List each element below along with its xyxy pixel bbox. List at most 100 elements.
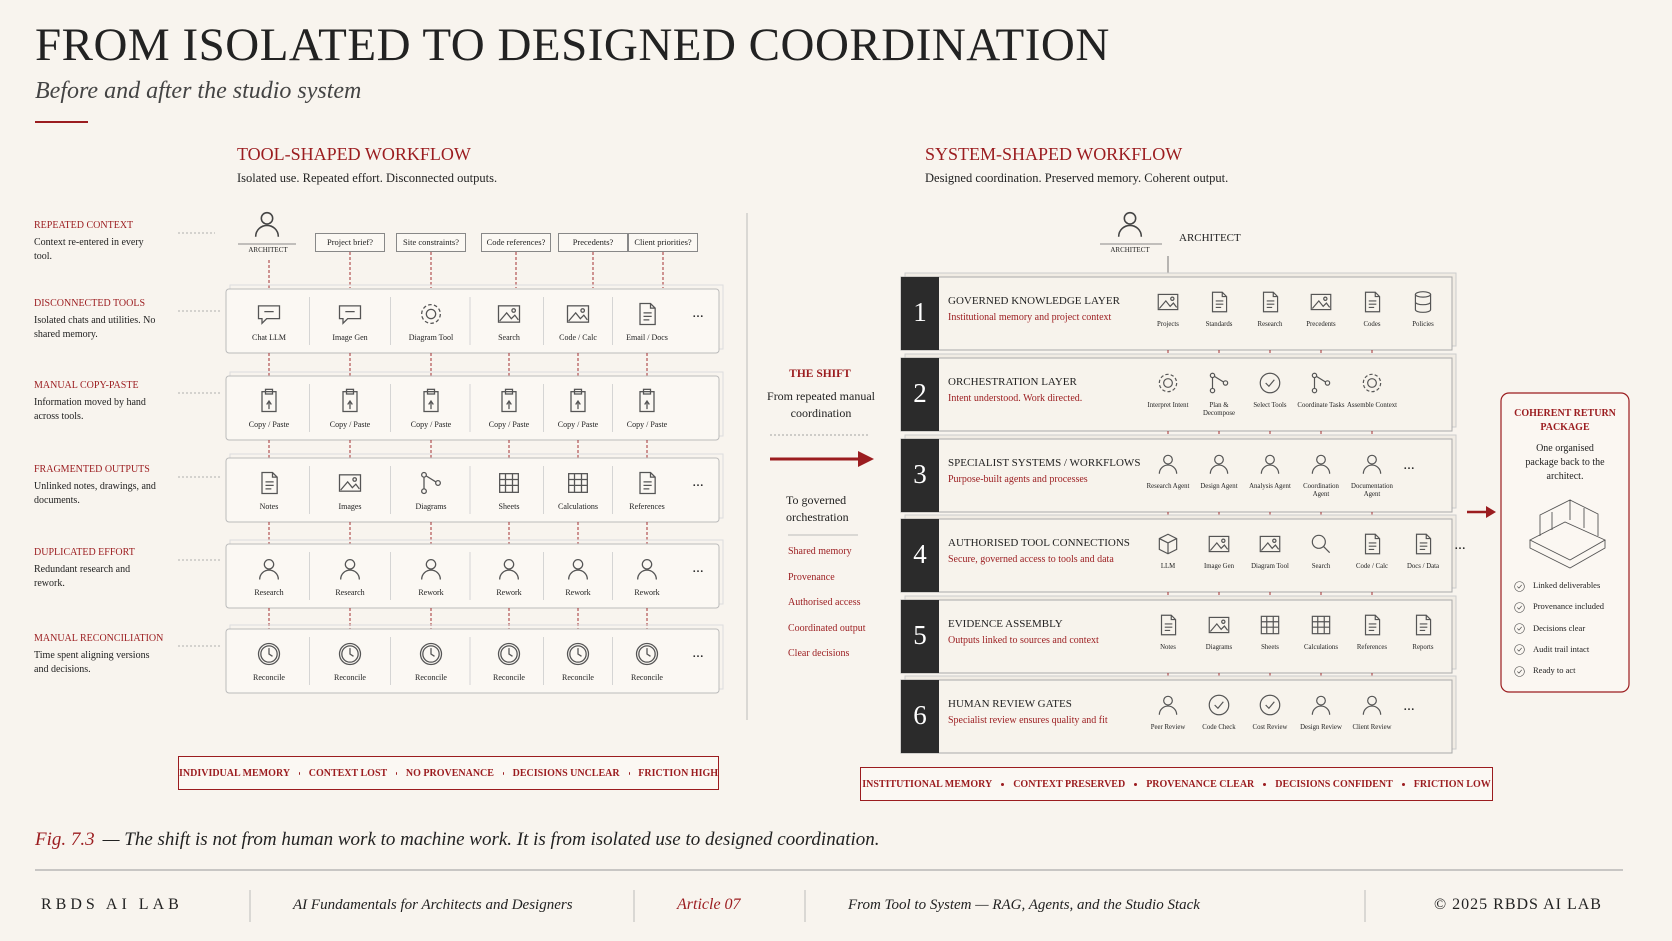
- summary-item: FRICTION LOW: [1413, 778, 1491, 790]
- item-label: References: [1356, 644, 1388, 651]
- return-title: COHERENT RETURN PACKAGE: [1514, 408, 1616, 433]
- row-description: Isolated chats and utilities. No shared …: [34, 315, 156, 340]
- item-label: Research: [335, 588, 365, 597]
- icon: [1311, 534, 1331, 554]
- footer-course: AI Fundamentals for Architects and Desig…: [293, 897, 573, 913]
- footer-copyright: © 2025 RBDS AI LAB: [1434, 896, 1602, 913]
- more: ...: [692, 645, 704, 661]
- icon: [1259, 372, 1281, 394]
- more: ...: [1454, 537, 1466, 553]
- item-label: Standards: [1205, 321, 1233, 328]
- row-box: [225, 457, 720, 523]
- icon: [1364, 533, 1381, 555]
- layer-box: [900, 518, 1453, 593]
- row-description: Unlinked notes, drawings, and documents.: [34, 481, 156, 506]
- question-box: Precedents?: [558, 233, 628, 252]
- return-description: One organised package back to the archit…: [1525, 443, 1605, 482]
- icon: [1259, 694, 1281, 716]
- layer-number-block: [901, 519, 939, 592]
- item-label: Search: [1311, 563, 1331, 570]
- bullet: [1134, 782, 1138, 786]
- icon: [1160, 614, 1177, 636]
- summary-item: CONTEXT PRESERVED: [1013, 778, 1126, 790]
- icon: [1208, 694, 1230, 716]
- layer-description: Institutional memory and project context: [948, 312, 1112, 323]
- item-label: Cost Review: [1252, 724, 1288, 731]
- summary-box: INDIVIDUAL MEMORY CONTEXT LOST NO PROVENAN…: [178, 756, 719, 790]
- item-label: Diagram Tool: [1251, 563, 1289, 570]
- icon: [423, 388, 439, 413]
- footer-brand: RBDS AI LAB: [41, 896, 183, 913]
- item-label: Image Gen: [332, 333, 368, 342]
- caption: Fig. 7.3 — The shift is not from human wo…: [35, 829, 880, 851]
- item-label: Research: [254, 588, 284, 597]
- icon: [1158, 454, 1178, 474]
- icon: [566, 305, 590, 323]
- layer-title: HUMAN REVIEW GATES: [948, 698, 1072, 710]
- item-label: Research: [1257, 321, 1283, 328]
- benefit: Clear decisions: [788, 648, 850, 659]
- icon: [568, 559, 588, 580]
- item-label: Coordinate Tasks: [1297, 402, 1345, 409]
- layer-description: Outputs linked to sources and context: [948, 635, 1099, 646]
- layer-number-block: [901, 439, 939, 512]
- caption-text: — The shift is not from human work to ma…: [102, 829, 880, 850]
- icon: [570, 388, 586, 413]
- row-label: REPEATED CONTEXT: [34, 220, 134, 231]
- item-label: Interpret Intent: [1147, 402, 1189, 409]
- icon: [1209, 454, 1229, 474]
- summary-item: CONTEXT LOST: [308, 767, 388, 779]
- layer-description: Secure, governed access to tools and dat…: [948, 554, 1114, 565]
- icon: [1362, 373, 1382, 393]
- bullet: [1001, 782, 1005, 786]
- icon: [1117, 211, 1143, 237]
- icon: [639, 471, 656, 495]
- item-label: References: [629, 502, 665, 511]
- icon: [1414, 291, 1432, 313]
- item-label: Code / Calc: [559, 333, 597, 342]
- summary-item: DECISIONS CONFIDENT: [1275, 778, 1393, 790]
- layer-number: 1: [913, 297, 927, 327]
- layer-box: [900, 357, 1453, 432]
- icon: [499, 559, 519, 580]
- check-label: Ready to act: [1533, 665, 1576, 676]
- footer-article: Article 07: [677, 896, 741, 913]
- item-label: Notes: [259, 502, 279, 511]
- item-label: Copy / Paste: [248, 420, 290, 429]
- benefit: Shared memory: [788, 546, 852, 557]
- item-label: Docs / Data: [1406, 563, 1440, 570]
- architect-label: ARCHITECT: [1179, 232, 1241, 244]
- summary-item: NO PROVENANCE: [405, 767, 494, 779]
- item-label: Notes: [1160, 644, 1176, 651]
- row-description: Redundant research and rework.: [34, 564, 131, 589]
- return-box: [1500, 392, 1630, 693]
- bullet: [628, 771, 630, 775]
- building-sketch: [1529, 499, 1606, 569]
- item-label: Diagrams: [1205, 644, 1233, 651]
- icon: [421, 471, 441, 495]
- icon: [1362, 695, 1382, 715]
- row-label: MANUAL COPY-PASTE: [34, 380, 139, 391]
- item-label: Copy / Paste: [626, 420, 668, 429]
- icon: [1262, 291, 1279, 313]
- icon: [1259, 535, 1281, 553]
- item-label: Select Tools: [1253, 402, 1287, 409]
- row-description: Information moved by hand across tools.: [34, 397, 146, 422]
- item-label: Calculations: [558, 502, 598, 511]
- row-box: [225, 628, 720, 694]
- icon: [501, 388, 517, 413]
- layer-number: 6: [913, 700, 927, 730]
- layer-number: 5: [913, 620, 927, 650]
- item-label: Diagrams: [415, 502, 447, 511]
- shift-from: From repeated manual coordination: [767, 389, 875, 420]
- layer-description: Specialist review ensures quality and fi…: [948, 715, 1108, 726]
- item-label: Calculations: [1304, 644, 1338, 651]
- item-label: Rework: [496, 588, 522, 597]
- icon: [1513, 602, 1525, 613]
- icon: [1415, 533, 1432, 555]
- row-description: Context re-entered in every tool.: [34, 237, 144, 262]
- summary-box: INSTITUTIONAL MEMORY CONTEXT PRESERVED PRO…: [860, 767, 1493, 801]
- icon: [421, 559, 441, 580]
- row-box: [225, 288, 720, 354]
